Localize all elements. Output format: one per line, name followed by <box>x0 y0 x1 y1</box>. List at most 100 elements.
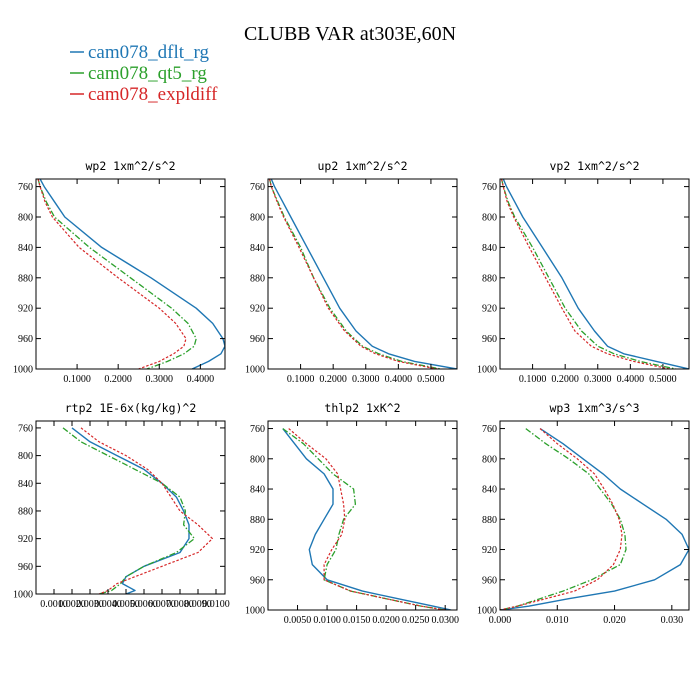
chart-panel: wp2 1xm^2/s^2 760 800 840 880 920 960 1000 0.100… <box>13 159 226 385</box>
panel-title: rtp2 1E-6x(kg/kg)^2 <box>65 401 197 415</box>
panel-title: wp3 1xm^3/s^3 <box>549 401 639 415</box>
x-tick-label: 0.0090 <box>184 599 212 610</box>
y-tick-label: 840 <box>18 479 33 490</box>
x-tick-label: 0.5000 <box>649 374 677 385</box>
series-line <box>62 427 196 594</box>
y-tick-label: 840 <box>250 243 265 254</box>
legend: cam078_dflt_rgcam078_qt5_rgcam078_expldi… <box>70 42 218 105</box>
y-tick-label: 960 <box>482 334 497 345</box>
panel-title: wp2 1xm^2/s^2 <box>85 159 175 173</box>
x-tick-label: 0.0300 <box>431 615 459 626</box>
series-line <box>500 428 623 610</box>
x-tick-label: 0.020 <box>603 615 626 626</box>
y-tick-label: 760 <box>482 424 497 435</box>
x-tick-label: 0.000 <box>489 615 512 626</box>
x-tick-label: 0.0050 <box>112 599 140 610</box>
y-tick-label: 960 <box>18 562 33 573</box>
y-tick-label: 880 <box>482 273 497 284</box>
series-line <box>501 179 670 369</box>
y-tick-label: 840 <box>482 243 497 254</box>
chart-panel: wp3 1xm^3/s^3 760 800 840 880 920 960 10000.000… <box>477 401 690 626</box>
y-tick-label: 1000 <box>245 606 265 617</box>
x-tick-label: 0.0030 <box>76 599 104 610</box>
chart-panel: rtp2 1E-6x(kg/kg)^2 760 800 840 880 920 960 100… <box>13 401 230 610</box>
y-tick-label: 760 <box>250 182 265 193</box>
chart-panel: up2 1xm^2/s^2 760 800 840 880 920 960 1000 0.100… <box>245 159 458 385</box>
series-line <box>282 428 446 610</box>
y-tick-label: 920 <box>250 545 265 556</box>
y-tick-label: 800 <box>250 213 265 224</box>
x-tick-label: 0.2000 <box>551 374 579 385</box>
y-tick-label: 800 <box>482 213 497 224</box>
plot-frame <box>35 420 226 595</box>
x-tick-label: 0.1000 <box>519 374 547 385</box>
series-line <box>37 179 197 369</box>
y-tick-label: 960 <box>18 334 33 345</box>
plot-frame <box>499 420 690 611</box>
panel-title: vp2 1xm^2/s^2 <box>549 159 639 173</box>
y-tick-label: 760 <box>250 424 265 435</box>
y-tick-label: 760 <box>482 182 497 193</box>
legend-label: cam078_expldiff <box>88 84 218 105</box>
y-tick-label: 840 <box>250 485 265 496</box>
plot-frame <box>499 178 690 370</box>
x-tick-label: 0.0020 <box>58 599 86 610</box>
x-tick-label: 0.1000 <box>287 374 315 385</box>
legend-label: cam078_qt5_rg <box>88 63 207 84</box>
x-tick-label: 0.3000 <box>146 374 174 385</box>
y-tick-label: 920 <box>18 534 33 545</box>
y-tick-label: 760 <box>18 182 33 193</box>
x-tick-label: 0.0010 <box>40 599 68 610</box>
x-tick-label: 0.2000 <box>104 374 132 385</box>
series-line <box>39 179 225 369</box>
plot-frame <box>267 178 458 370</box>
panels: wp2 1xm^2/s^2 760 800 840 880 920 960 1000 0.100… <box>13 159 690 626</box>
series-line <box>288 428 446 610</box>
series-line <box>37 179 187 369</box>
series-line <box>80 427 213 594</box>
series-line <box>502 179 689 369</box>
x-tick-label: 0.0040 <box>94 599 122 610</box>
x-tick-label: 0.0050 <box>284 615 312 626</box>
figure-title: CLUBB VAR at303E,60N <box>244 23 456 45</box>
panel-title: up2 1xm^2/s^2 <box>317 159 407 173</box>
chart-panel: vp2 1xm^2/s^2 760 800 840 880 920 960 1000 0.100… <box>477 159 690 385</box>
y-tick-label: 800 <box>18 213 33 224</box>
y-tick-label: 920 <box>250 304 265 315</box>
y-tick-label: 1000 <box>477 365 497 376</box>
y-tick-label: 880 <box>18 273 33 284</box>
series-line <box>500 428 627 610</box>
y-tick-label: 1000 <box>13 590 33 601</box>
x-tick-label: 0.4000 <box>385 374 413 385</box>
y-tick-label: 1000 <box>477 606 497 617</box>
x-tick-label: 0.2000 <box>319 374 347 385</box>
y-tick-label: 920 <box>482 304 497 315</box>
x-tick-label: 0.0060 <box>130 599 158 610</box>
y-tick-label: 880 <box>250 273 265 284</box>
x-tick-label: 0.010 <box>546 615 569 626</box>
y-tick-label: 920 <box>18 304 33 315</box>
x-tick-label: 0.0150 <box>343 615 371 626</box>
series-line <box>282 428 452 610</box>
panel-title: thlp2 1xK^2 <box>324 401 400 415</box>
legend-label: cam078_dflt_rg <box>88 42 210 63</box>
series-line <box>500 179 677 369</box>
x-tick-label: 0.3000 <box>584 374 612 385</box>
x-tick-label: 0.0200 <box>372 615 400 626</box>
y-tick-label: 800 <box>18 451 33 462</box>
series-line <box>71 427 190 594</box>
plot-frame <box>267 420 458 611</box>
y-tick-label: 920 <box>482 545 497 556</box>
y-tick-label: 800 <box>250 454 265 465</box>
x-tick-label: 0.4000 <box>187 374 215 385</box>
y-tick-label: 1000 <box>13 365 33 376</box>
y-tick-label: 880 <box>18 506 33 517</box>
y-tick-label: 840 <box>18 243 33 254</box>
y-tick-label: 960 <box>250 575 265 586</box>
y-tick-label: 760 <box>18 423 33 434</box>
series-line <box>270 179 457 369</box>
plot-frame <box>35 178 226 370</box>
series-line <box>500 428 689 610</box>
